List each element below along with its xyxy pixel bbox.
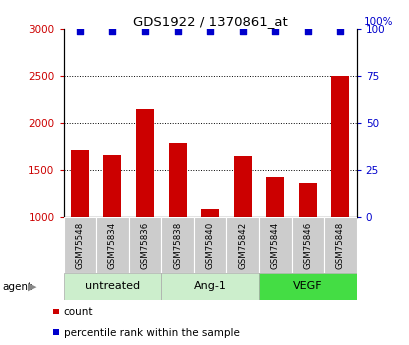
Text: VEGF: VEGF xyxy=(292,282,322,291)
Bar xyxy=(258,273,356,300)
Point xyxy=(206,28,213,34)
Text: GSM75836: GSM75836 xyxy=(140,221,149,268)
Text: GSM75848: GSM75848 xyxy=(335,221,344,268)
Text: untreated: untreated xyxy=(85,282,139,291)
Text: ▶: ▶ xyxy=(28,282,36,292)
Bar xyxy=(258,217,291,273)
Bar xyxy=(298,183,316,217)
Bar xyxy=(96,217,128,273)
Bar xyxy=(63,217,96,273)
Bar xyxy=(201,209,218,217)
Point xyxy=(174,28,180,34)
Bar xyxy=(136,109,153,217)
Point xyxy=(271,28,278,34)
Text: GSM75842: GSM75842 xyxy=(238,221,247,268)
Bar xyxy=(324,217,356,273)
Point xyxy=(239,28,245,34)
Point xyxy=(76,28,83,34)
Text: Ang-1: Ang-1 xyxy=(193,282,226,291)
Bar xyxy=(71,150,89,217)
Bar xyxy=(291,217,324,273)
Bar xyxy=(168,143,186,217)
Bar xyxy=(63,273,161,300)
Bar xyxy=(226,217,258,273)
Bar xyxy=(128,217,161,273)
Text: agent: agent xyxy=(2,282,32,292)
Text: percentile rank within the sample: percentile rank within the sample xyxy=(63,328,239,337)
Text: GSM75838: GSM75838 xyxy=(173,221,182,268)
Point xyxy=(109,28,115,34)
Text: GSM75840: GSM75840 xyxy=(205,221,214,268)
Point xyxy=(336,28,343,34)
Bar xyxy=(161,217,193,273)
Bar xyxy=(161,273,258,300)
Title: GDS1922 / 1370861_at: GDS1922 / 1370861_at xyxy=(133,15,287,28)
Text: GSM75844: GSM75844 xyxy=(270,221,279,268)
Point xyxy=(142,28,148,34)
Text: GSM75846: GSM75846 xyxy=(303,221,312,268)
Bar xyxy=(330,76,348,217)
Text: GSM75548: GSM75548 xyxy=(75,221,84,268)
Text: GSM75834: GSM75834 xyxy=(108,221,117,268)
Text: 100%: 100% xyxy=(363,17,392,27)
Bar xyxy=(193,217,226,273)
Bar xyxy=(233,156,251,217)
Bar xyxy=(266,177,283,217)
Point xyxy=(304,28,310,34)
Text: count: count xyxy=(63,307,93,317)
Bar xyxy=(103,155,121,217)
